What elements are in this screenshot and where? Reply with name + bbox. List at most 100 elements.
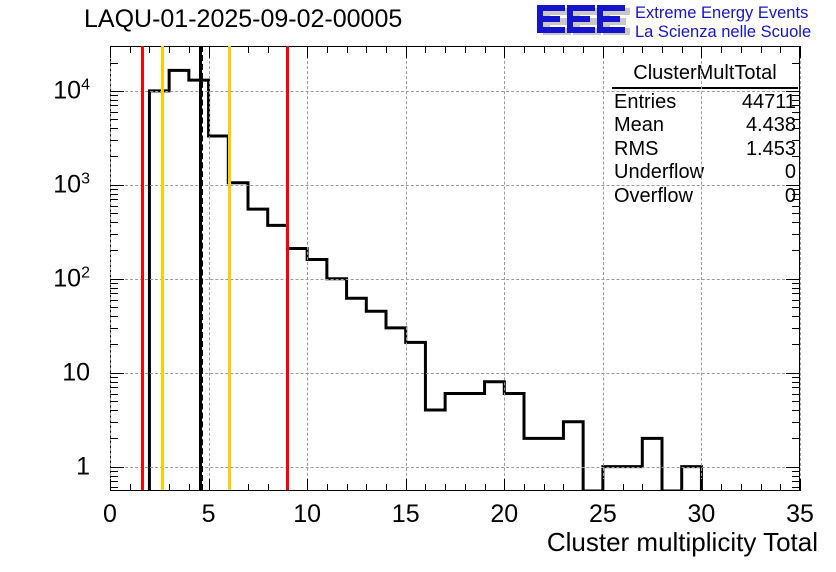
- x-axis-tick: [484, 46, 486, 53]
- x-axis-tick: [188, 46, 190, 53]
- stats-box-rows: Entries 44711 Mean 4.438 RMS 1.453 Underflow 0 O…: [612, 91, 798, 209]
- y-axis-tick: [110, 62, 118, 64]
- y-axis-tick: [110, 193, 118, 195]
- grid-line-horizontal: [110, 184, 800, 186]
- y-axis-tick: [110, 410, 118, 412]
- y-axis-tick: [110, 470, 118, 472]
- x-axis-tick: [602, 479, 604, 491]
- y-axis-tick: [110, 344, 118, 346]
- y-axis-tick: [110, 372, 124, 374]
- stats-row: Mean 4.438: [612, 114, 798, 138]
- x-axis-tick-label: 10: [293, 500, 322, 528]
- y-axis-tick: [792, 222, 800, 224]
- eee-logo-line1: Extreme Energy Events: [635, 4, 809, 22]
- marker-line-red-high: [286, 46, 290, 490]
- marker-line-black-dashed: [200, 46, 204, 490]
- y-axis-tick: [792, 306, 800, 308]
- stats-row-value: 0: [784, 161, 796, 183]
- y-axis-tick: [792, 105, 800, 107]
- y-axis-tick-label: 1: [76, 452, 90, 481]
- x-axis-tick: [583, 484, 585, 491]
- x-axis-tick: [326, 484, 328, 491]
- stats-row: Entries 44711: [612, 91, 798, 115]
- x-axis-tick: [129, 46, 131, 53]
- x-axis-tick: [425, 46, 427, 53]
- y-axis-tick: [110, 421, 118, 423]
- y-axis-tick: [792, 156, 800, 158]
- y-axis-tick: [110, 475, 118, 477]
- x-axis-tick: [267, 484, 269, 491]
- y-axis-tick: [110, 387, 118, 389]
- y-axis-tick: [110, 189, 118, 191]
- y-axis-tick: [110, 99, 118, 101]
- y-axis-tick-label: 103: [53, 170, 90, 199]
- y-axis-tick: [110, 213, 118, 215]
- y-axis-tick: [110, 111, 118, 113]
- y-axis-tick: [110, 299, 118, 301]
- y-axis-tick: [786, 278, 800, 280]
- y-axis-tick: [792, 287, 800, 289]
- stats-row-value: 44711: [741, 90, 796, 113]
- y-axis-tick: [110, 222, 118, 224]
- y-axis-tick: [110, 287, 118, 289]
- y-axis-tick: [110, 128, 118, 130]
- page-title: LAQU-01-2025-09-02-00005: [84, 5, 403, 33]
- x-axis-tick: [563, 46, 565, 53]
- x-axis-tick: [405, 479, 407, 491]
- marker-line-yellow-high: [228, 46, 232, 490]
- stats-row-value: 4.438: [745, 114, 796, 136]
- y-axis-tick: [110, 481, 118, 483]
- y-axis-tick-label: 104: [53, 76, 90, 105]
- x-axis-tick: [800, 46, 801, 58]
- x-axis-tick: [642, 46, 644, 53]
- y-axis-tick: [792, 95, 800, 97]
- x-axis-tick: [524, 484, 525, 491]
- stats-row: Underflow 0: [612, 161, 798, 185]
- x-axis-tick: [563, 484, 565, 491]
- x-axis-tick: [326, 46, 328, 53]
- stats-box-title: ClusterMultTotal: [612, 62, 798, 89]
- y-axis-tick: [110, 156, 118, 158]
- x-axis-tick: [701, 479, 703, 491]
- stats-row-key: RMS: [614, 137, 659, 160]
- eee-logo-line2: La Scienza nelle Scuole: [635, 23, 812, 41]
- stats-row-key: Underflow: [614, 161, 705, 183]
- x-axis-tick: [780, 484, 782, 491]
- y-axis-tick: [792, 119, 800, 121]
- x-axis-tick: [149, 484, 151, 491]
- y-axis-tick: [110, 306, 118, 308]
- x-axis-tick-label: 15: [391, 500, 420, 528]
- x-axis-tick: [149, 46, 151, 53]
- y-axis-tick: [786, 372, 800, 374]
- x-axis-tick: [800, 479, 801, 491]
- x-axis-tick: [524, 46, 525, 53]
- y-axis-tick-label: 102: [53, 264, 90, 293]
- x-axis-tick: [622, 484, 624, 491]
- y-axis-tick: [786, 466, 800, 468]
- y-axis-tick: [792, 62, 800, 64]
- x-axis-tick: [248, 484, 249, 491]
- stats-row-key: Mean: [614, 114, 665, 136]
- y-axis-tick: [792, 128, 800, 130]
- grid-line-horizontal: [110, 466, 800, 468]
- y-axis-tick: [792, 387, 800, 389]
- x-axis-tick-label: 5: [201, 500, 216, 528]
- y-axis-tick: [786, 184, 800, 186]
- x-axis-tick: [405, 46, 407, 58]
- eee-logo-text: Extreme Energy Events La Scienza nelle S…: [635, 4, 811, 42]
- x-axis-tick-label: 20: [490, 500, 519, 528]
- y-axis-tick: [792, 421, 800, 423]
- y-axis-tick: [110, 139, 118, 141]
- y-axis-tick: [792, 410, 800, 412]
- y-axis-tick: [792, 475, 800, 477]
- x-axis-tick: [110, 479, 111, 491]
- y-axis-tick: [792, 299, 800, 301]
- y-axis-tick: [110, 293, 118, 295]
- y-axis-tick: [110, 90, 124, 92]
- x-axis-tick: [504, 479, 506, 491]
- y-axis-tick: [110, 199, 118, 201]
- x-axis-tick: [622, 46, 624, 53]
- y-axis-tick: [792, 470, 800, 472]
- grid-line-vertical: [307, 46, 309, 491]
